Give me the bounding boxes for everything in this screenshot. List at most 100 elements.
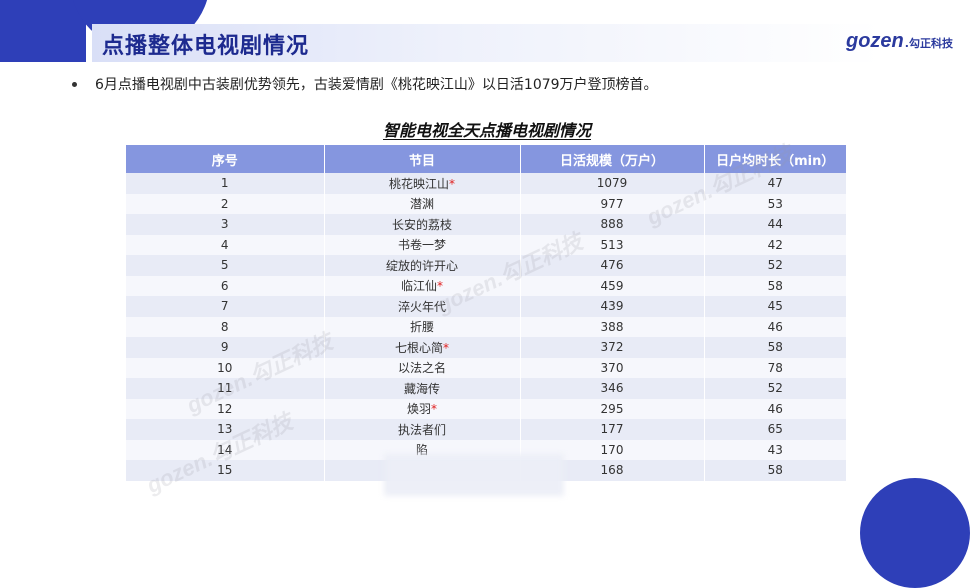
cell-duration: 44 bbox=[704, 214, 846, 235]
cell-rank: 10 bbox=[126, 357, 325, 378]
table-row: 7 淬火年代 439 45 bbox=[126, 296, 846, 317]
program-name: 执法者们 bbox=[397, 422, 446, 437]
program-name: 长安的荔枝 bbox=[391, 217, 452, 232]
table-row: 6 临江仙* 459 58 bbox=[126, 275, 846, 296]
cell-program: 焕羽* bbox=[324, 398, 521, 419]
cell-rank: 8 bbox=[126, 316, 325, 337]
logo-mark: gozen bbox=[846, 30, 904, 52]
cell-duration: 53 bbox=[704, 193, 846, 214]
table-row: 9 七根心简* 372 58 bbox=[126, 337, 846, 358]
bullet-dot-icon bbox=[72, 81, 77, 87]
program-name: 书卷一梦 bbox=[397, 238, 446, 253]
cell-program: 藏海传 bbox=[324, 378, 521, 399]
table-row: 10 以法之名 370 78 bbox=[126, 357, 846, 378]
footer-corner-circle bbox=[860, 478, 970, 588]
cell-rank: 4 bbox=[126, 234, 325, 255]
cell-rank: 15 bbox=[126, 460, 325, 481]
summary-text: 6月点播电视剧中古装剧优势领先，古装爱情剧《桃花映江山》以日活1079万户登顶榜… bbox=[95, 77, 658, 93]
cell-program: 临江仙* bbox=[324, 275, 521, 296]
cell-program: 潜渊 bbox=[324, 193, 521, 214]
table-row: 3 长安的荔枝 888 44 bbox=[126, 214, 846, 235]
cell-program: 桃花映江山* bbox=[324, 173, 521, 194]
cell-duration: 78 bbox=[704, 357, 846, 378]
column-header-dau: 日活规模（万户） bbox=[520, 145, 705, 173]
logo-chinese-name: .勾正科技 bbox=[904, 37, 953, 50]
cell-program: 长安的荔枝 bbox=[324, 214, 521, 235]
cell-rank: 12 bbox=[126, 398, 325, 419]
cell-duration: 52 bbox=[704, 378, 846, 399]
cell-duration: 45 bbox=[704, 296, 846, 317]
cell-duration: 42 bbox=[704, 234, 846, 255]
cell-duration: 52 bbox=[704, 255, 846, 276]
column-header-rank: 序号 bbox=[126, 145, 325, 173]
program-name: 陷 bbox=[415, 443, 428, 458]
program-name: 潜渊 bbox=[409, 197, 434, 212]
table-row: 12 焕羽* 295 46 bbox=[126, 398, 846, 419]
program-name: 绽放的许开心 bbox=[385, 258, 458, 273]
cell-duration: 58 bbox=[704, 460, 846, 481]
cell-rank: 13 bbox=[126, 419, 325, 440]
cell-dau: 346 bbox=[520, 378, 705, 399]
cell-dau: 177 bbox=[520, 419, 705, 440]
cell-dau: 170 bbox=[520, 439, 705, 460]
cell-program: 绽放的许开心 bbox=[324, 255, 521, 276]
star-marker: * bbox=[431, 402, 437, 417]
column-header-program: 节目 bbox=[324, 145, 521, 173]
cell-program: 折腰 bbox=[324, 316, 521, 337]
star-marker: * bbox=[443, 340, 449, 355]
program-name: 折腰 bbox=[409, 320, 434, 335]
cell-dau: 476 bbox=[520, 255, 705, 276]
table-row: 4 书卷一梦 513 42 bbox=[126, 234, 846, 255]
cell-rank: 7 bbox=[126, 296, 325, 317]
program-name: 焕羽 bbox=[406, 402, 431, 417]
cell-dau: 168 bbox=[520, 460, 705, 481]
program-name: 藏海传 bbox=[403, 381, 440, 396]
table-row: 8 折腰 388 46 bbox=[126, 316, 846, 337]
cell-rank: 6 bbox=[126, 275, 325, 296]
cell-dau: 977 bbox=[520, 193, 705, 214]
column-header-duration: 日户均时长（min） bbox=[704, 145, 846, 173]
table-row: 5 绽放的许开心 476 52 bbox=[126, 255, 846, 276]
cell-rank: 14 bbox=[126, 439, 325, 460]
cell-program: 淬火年代 bbox=[324, 296, 521, 317]
cell-duration: 46 bbox=[704, 398, 846, 419]
star-marker: * bbox=[449, 176, 455, 191]
program-name: 淬火年代 bbox=[397, 299, 446, 314]
cell-program: 七根心简* bbox=[324, 337, 521, 358]
cell-duration: 65 bbox=[704, 419, 846, 440]
cell-program: 书卷一梦 bbox=[324, 234, 521, 255]
cell-dau: 1079 bbox=[520, 173, 705, 194]
program-name: 以法之名 bbox=[397, 361, 446, 376]
page-title: 点播整体电视剧情况 bbox=[102, 34, 310, 59]
cell-rank: 11 bbox=[126, 378, 325, 399]
program-name: 七根心简 bbox=[394, 340, 443, 355]
cell-dau: 439 bbox=[520, 296, 705, 317]
header-corner-block bbox=[0, 0, 86, 62]
cell-rank: 9 bbox=[126, 337, 325, 358]
table-row: 13 执法者们 177 65 bbox=[126, 419, 846, 440]
cell-dau: 370 bbox=[520, 357, 705, 378]
title-bar bbox=[92, 24, 882, 62]
cell-dau: 888 bbox=[520, 214, 705, 235]
cell-dau: 459 bbox=[520, 275, 705, 296]
cell-program: 以法之名 bbox=[324, 357, 521, 378]
cell-duration: 47 bbox=[704, 173, 846, 194]
cell-duration: 58 bbox=[704, 275, 846, 296]
table-row: 11 藏海传 346 52 bbox=[126, 378, 846, 399]
star-marker: * bbox=[437, 279, 443, 294]
table-body: 1 桃花映江山* 1079 47 2 潜渊 977 53 3 长安的荔枝 888 44 4 书卷一梦 513… bbox=[126, 173, 846, 481]
blurred-region bbox=[384, 454, 564, 496]
table-title-wrap: 智能电视全天点播电视剧情况 bbox=[0, 117, 974, 141]
cell-dau: 372 bbox=[520, 337, 705, 358]
cell-duration: 43 bbox=[704, 439, 846, 460]
table-header-row: 序号 节目 日活规模（万户） 日户均时长（min） bbox=[126, 145, 846, 173]
table-row: 2 潜渊 977 53 bbox=[126, 193, 846, 214]
program-name: 临江仙 bbox=[400, 279, 437, 294]
cell-rank: 5 bbox=[126, 255, 325, 276]
summary-bullet: 6月点播电视剧中古装剧优势领先，古装爱情剧《桃花映江山》以日活1079万户登顶榜… bbox=[72, 74, 658, 94]
cell-dau: 388 bbox=[520, 316, 705, 337]
cell-dau: 295 bbox=[520, 398, 705, 419]
table-row: 1 桃花映江山* 1079 47 bbox=[126, 173, 846, 194]
cell-rank: 1 bbox=[126, 173, 325, 194]
cell-rank: 2 bbox=[126, 193, 325, 214]
